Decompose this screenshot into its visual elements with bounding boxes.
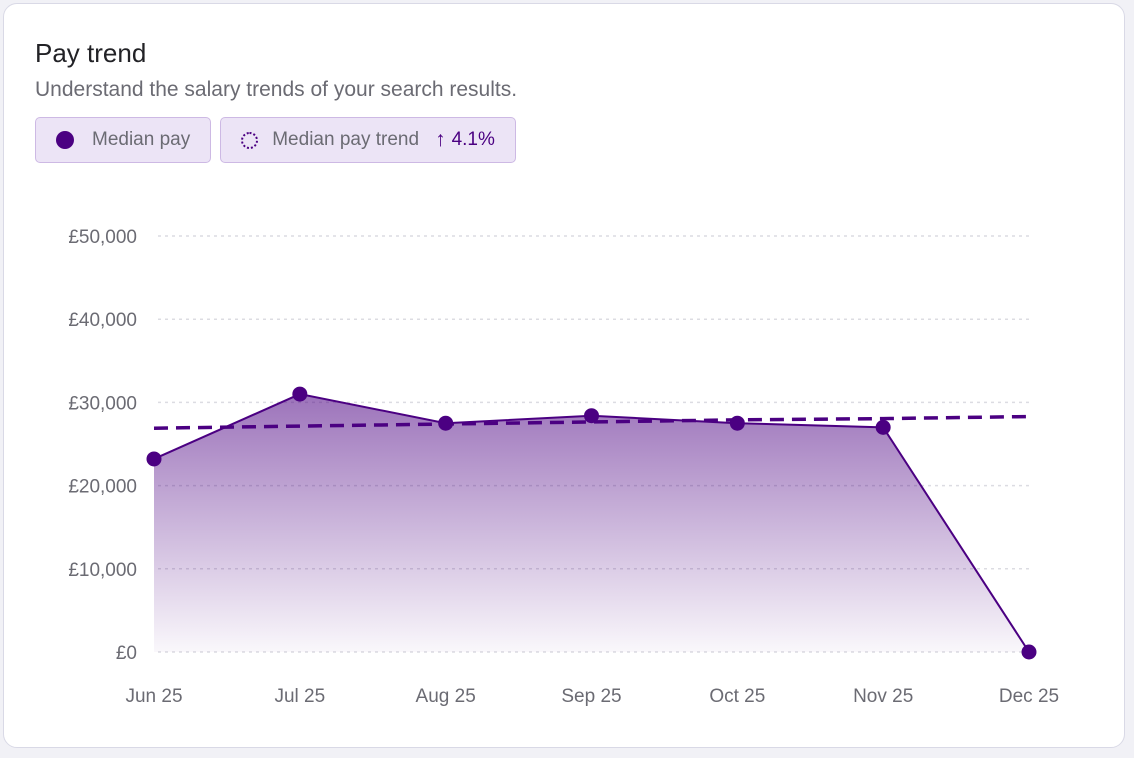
median-pay-point[interactable]: [1021, 644, 1037, 660]
arrow-up-icon: ↑: [435, 128, 446, 151]
y-tick-label: £20,000: [68, 477, 137, 498]
solid-dot-icon: [56, 131, 74, 149]
median-pay-point[interactable]: [584, 408, 599, 424]
legend-chip-median-pay[interactable]: Median pay: [35, 117, 212, 163]
x-tick-label: Dec 25: [999, 686, 1059, 707]
dotted-circle-icon: [241, 131, 259, 149]
x-axis: Jun 25 Jul 25 Aug 25 Sep 25 Oct 25 Nov 25 Dec …: [125, 686, 1059, 707]
median-pay-point[interactable]: [438, 415, 454, 431]
legend-trend-label: Median pay trend: [272, 129, 420, 150]
y-tick-label: £40,000: [68, 310, 137, 331]
x-tick-label: Oct 25: [709, 686, 765, 707]
y-axis: £0 £10,000 £20,000 £30,000 £40,000 £50,000: [68, 227, 137, 664]
y-tick-label: £0: [116, 643, 137, 664]
median-pay-point[interactable]: [146, 451, 162, 467]
chart-legend: Median pay Median pay trend ↑ 4.1%: [35, 117, 516, 163]
legend-chip-median-pay-trend[interactable]: Median pay trend ↑ 4.1%: [220, 117, 516, 163]
y-tick-label: £50,000: [68, 227, 137, 248]
card-subtitle: Understand the salary trends of your sea…: [35, 78, 518, 101]
card-title: Pay trend: [35, 38, 147, 68]
legend-median-label: Median pay: [92, 129, 191, 150]
y-tick-label: £10,000: [68, 560, 137, 581]
median-pay-point[interactable]: [729, 415, 745, 431]
median-pay-area: [154, 394, 1029, 652]
y-tick-label: £30,000: [68, 393, 137, 414]
median-pay-trend-line: [153, 414, 1030, 430]
x-tick-label: Sep 25: [561, 686, 621, 707]
median-pay-point[interactable]: [292, 386, 308, 402]
trend-percentage: 4.1%: [451, 129, 495, 150]
x-tick-label: Jun 25: [125, 686, 182, 707]
x-tick-label: Jul 25: [274, 686, 325, 707]
x-tick-label: Aug 25: [416, 686, 476, 707]
x-tick-label: Nov 25: [853, 686, 913, 707]
plot-area: [146, 386, 1037, 660]
median-pay-point[interactable]: [875, 419, 891, 435]
